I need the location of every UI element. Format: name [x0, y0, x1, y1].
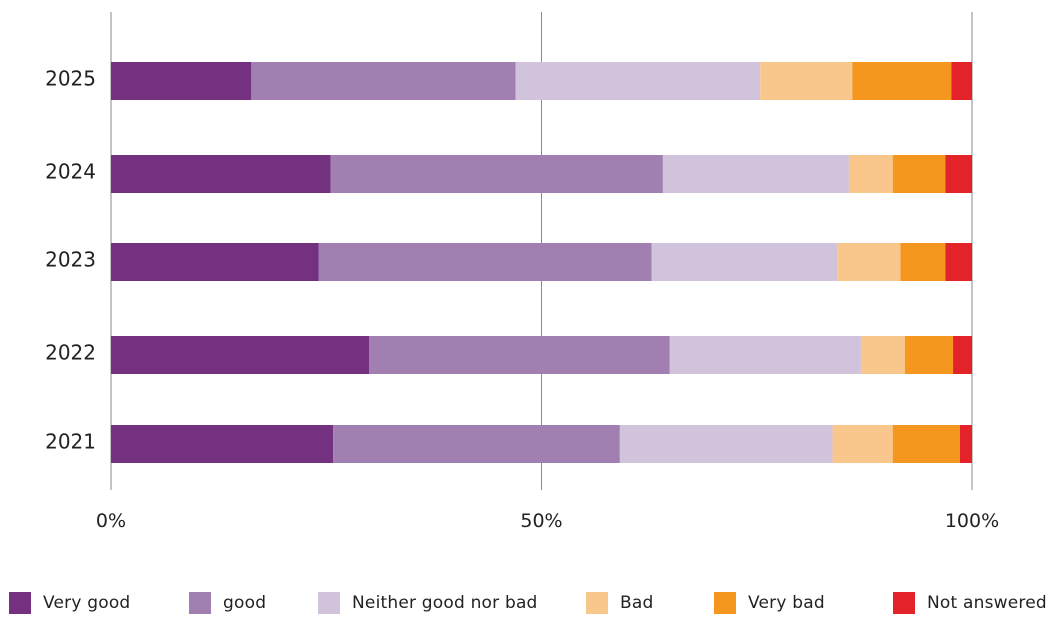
y-tick-label-2022: 2022	[45, 341, 96, 365]
legend-item: Neither good nor bad	[318, 588, 538, 618]
y-tick-label-2021: 2021	[45, 430, 96, 454]
legend-item: Very bad	[714, 588, 825, 618]
bar-2024-series-2	[662, 155, 849, 193]
legend-item: Bad	[586, 588, 653, 618]
x-tick-label-2: 100%	[945, 510, 999, 532]
x-tick-label-0: 0%	[96, 510, 126, 532]
bar-2025-series-2	[515, 62, 761, 100]
stacked-bar-chart: 2025 2024 2023 2022 2021 0% 50% 100%	[45, 12, 999, 532]
y-axis-labels: 2025 2024 2023 2022 2021	[45, 67, 96, 454]
y-tick-label-2024: 2024	[45, 160, 96, 184]
bar-2025-series-3	[760, 62, 853, 100]
bar-2021-series-5	[959, 425, 972, 463]
legend-swatch	[893, 592, 915, 614]
legend-label: Neither good nor bad	[352, 593, 538, 613]
legend-swatch	[9, 592, 31, 614]
legend-label: Bad	[620, 593, 654, 613]
legend-swatch	[714, 592, 736, 614]
bar-2023-series-0	[111, 243, 319, 281]
legend-item: Very good	[9, 588, 130, 618]
bar-2023-series-5	[945, 243, 972, 281]
legend-swatch	[318, 592, 340, 614]
bar-2022-series-5	[953, 336, 972, 374]
legend-item: good	[189, 588, 266, 618]
bar-2025-series-1	[251, 62, 516, 100]
legend-label: Very good	[43, 593, 131, 613]
bar-2024-series-1	[330, 155, 663, 193]
bar-2022-series-2	[669, 336, 861, 374]
bar-2025-series-5	[951, 62, 972, 100]
legend-swatch	[189, 592, 211, 614]
legend-label: Not answered	[927, 593, 1047, 613]
legend-label: Very bad	[748, 593, 825, 613]
y-tick-label-2023: 2023	[45, 248, 96, 272]
bar-2022-series-3	[860, 336, 905, 374]
bar-2024-series-5	[945, 155, 972, 193]
bar-2025-series-4	[852, 62, 952, 100]
bar-2022-series-4	[904, 336, 954, 374]
bar-2021-series-0	[111, 425, 334, 463]
bar-2021-series-4	[892, 425, 960, 463]
bar-2023-series-1	[318, 243, 652, 281]
bar-2021-series-2	[619, 425, 833, 463]
bar-2023-series-4	[900, 243, 946, 281]
bars	[111, 62, 972, 463]
bar-2023-series-2	[651, 243, 838, 281]
bar-2025-series-0	[111, 62, 252, 100]
bar-2024-series-3	[848, 155, 893, 193]
bar-2022-series-1	[369, 336, 670, 374]
x-tick-label-1: 50%	[520, 510, 562, 532]
bar-2021-series-3	[832, 425, 893, 463]
x-axis-labels: 0% 50% 100%	[96, 510, 999, 532]
bar-2023-series-3	[837, 243, 901, 281]
bar-2022-series-0	[111, 336, 370, 374]
bar-2021-series-1	[333, 425, 620, 463]
y-tick-label-2025: 2025	[45, 67, 96, 91]
bar-2024-series-0	[111, 155, 331, 193]
bar-2024-series-4	[892, 155, 946, 193]
legend: Very good good Neither good nor bad Bad Very…	[0, 588, 1052, 618]
legend-swatch	[586, 592, 608, 614]
legend-item: Not answered	[893, 588, 1047, 618]
legend-label: good	[223, 593, 267, 613]
